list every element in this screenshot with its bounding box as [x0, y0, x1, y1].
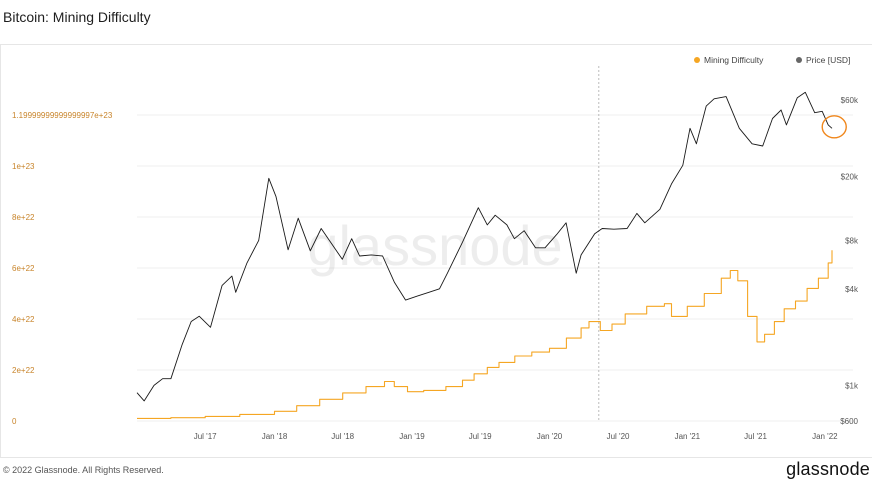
legend-price[interactable]: Price [USD]	[796, 55, 850, 65]
footer-copyright: © 2022 Glassnode. All Rights Reserved.	[3, 465, 164, 475]
series-line-mining-difficulty	[137, 250, 833, 419]
annotation-highlight	[821, 115, 847, 139]
left-axis: 0 2e+22 4e+22 6e+22 8e+22 1e+23 1.199999999999…	[12, 111, 113, 426]
chart-frame	[0, 44, 872, 458]
x-tick-label: Jan '20	[537, 432, 563, 441]
x-tick-label: Jul '20	[607, 432, 630, 441]
left-tick-label: 4e+22	[12, 315, 35, 324]
right-axis: $600 $1k $4k $8k $20k $60k	[840, 96, 859, 426]
x-tick-label: Jan '21	[675, 432, 701, 441]
page-title: Bitcoin: Mining Difficulty	[3, 9, 151, 25]
legend-mining-difficulty[interactable]: Mining Difficulty	[694, 55, 763, 65]
right-tick-label: $8k	[845, 236, 859, 245]
highlight-circle	[821, 115, 847, 139]
x-tick-label: Jul '21	[744, 432, 767, 441]
right-tick-label: $60k	[841, 96, 859, 105]
series-line-price	[136, 91, 833, 402]
left-tick-label: 6e+22	[12, 264, 35, 273]
x-tick-label: Jul '19	[469, 432, 492, 441]
series-group	[136, 91, 833, 419]
x-tick-label: Jan '22	[812, 432, 838, 441]
legend-label-price: Price [USD]	[806, 55, 851, 65]
legend-dot-difficulty-icon	[694, 57, 700, 63]
grid-lines	[137, 114, 853, 422]
right-tick-label: $600	[840, 417, 858, 426]
left-tick-label: 0	[12, 417, 17, 426]
x-tick-label: Jul '17	[194, 432, 217, 441]
legend-dot-price-icon	[796, 57, 802, 63]
right-tick-label: $4k	[845, 285, 859, 294]
x-tick-label: Jul '18	[331, 432, 354, 441]
left-tick-label: 1.19999999999999997e+23	[12, 111, 113, 120]
watermark-text: glassnode	[307, 214, 562, 277]
x-tick-label: Jan '18	[262, 432, 288, 441]
x-axis: Jul '17 Jan '18 Jul '18 Jan '19 Jul '19 Jan '…	[194, 432, 838, 441]
right-tick-label: $20k	[841, 173, 859, 182]
right-tick-label: $1k	[845, 381, 859, 390]
left-tick-label: 8e+22	[12, 213, 35, 222]
legend-label-difficulty: Mining Difficulty	[704, 55, 764, 65]
x-tick-label: Jan '19	[399, 432, 425, 441]
left-tick-label: 2e+22	[12, 366, 35, 375]
left-tick-label: 1e+23	[12, 162, 35, 171]
footer-logo: glassnode	[786, 459, 870, 479]
